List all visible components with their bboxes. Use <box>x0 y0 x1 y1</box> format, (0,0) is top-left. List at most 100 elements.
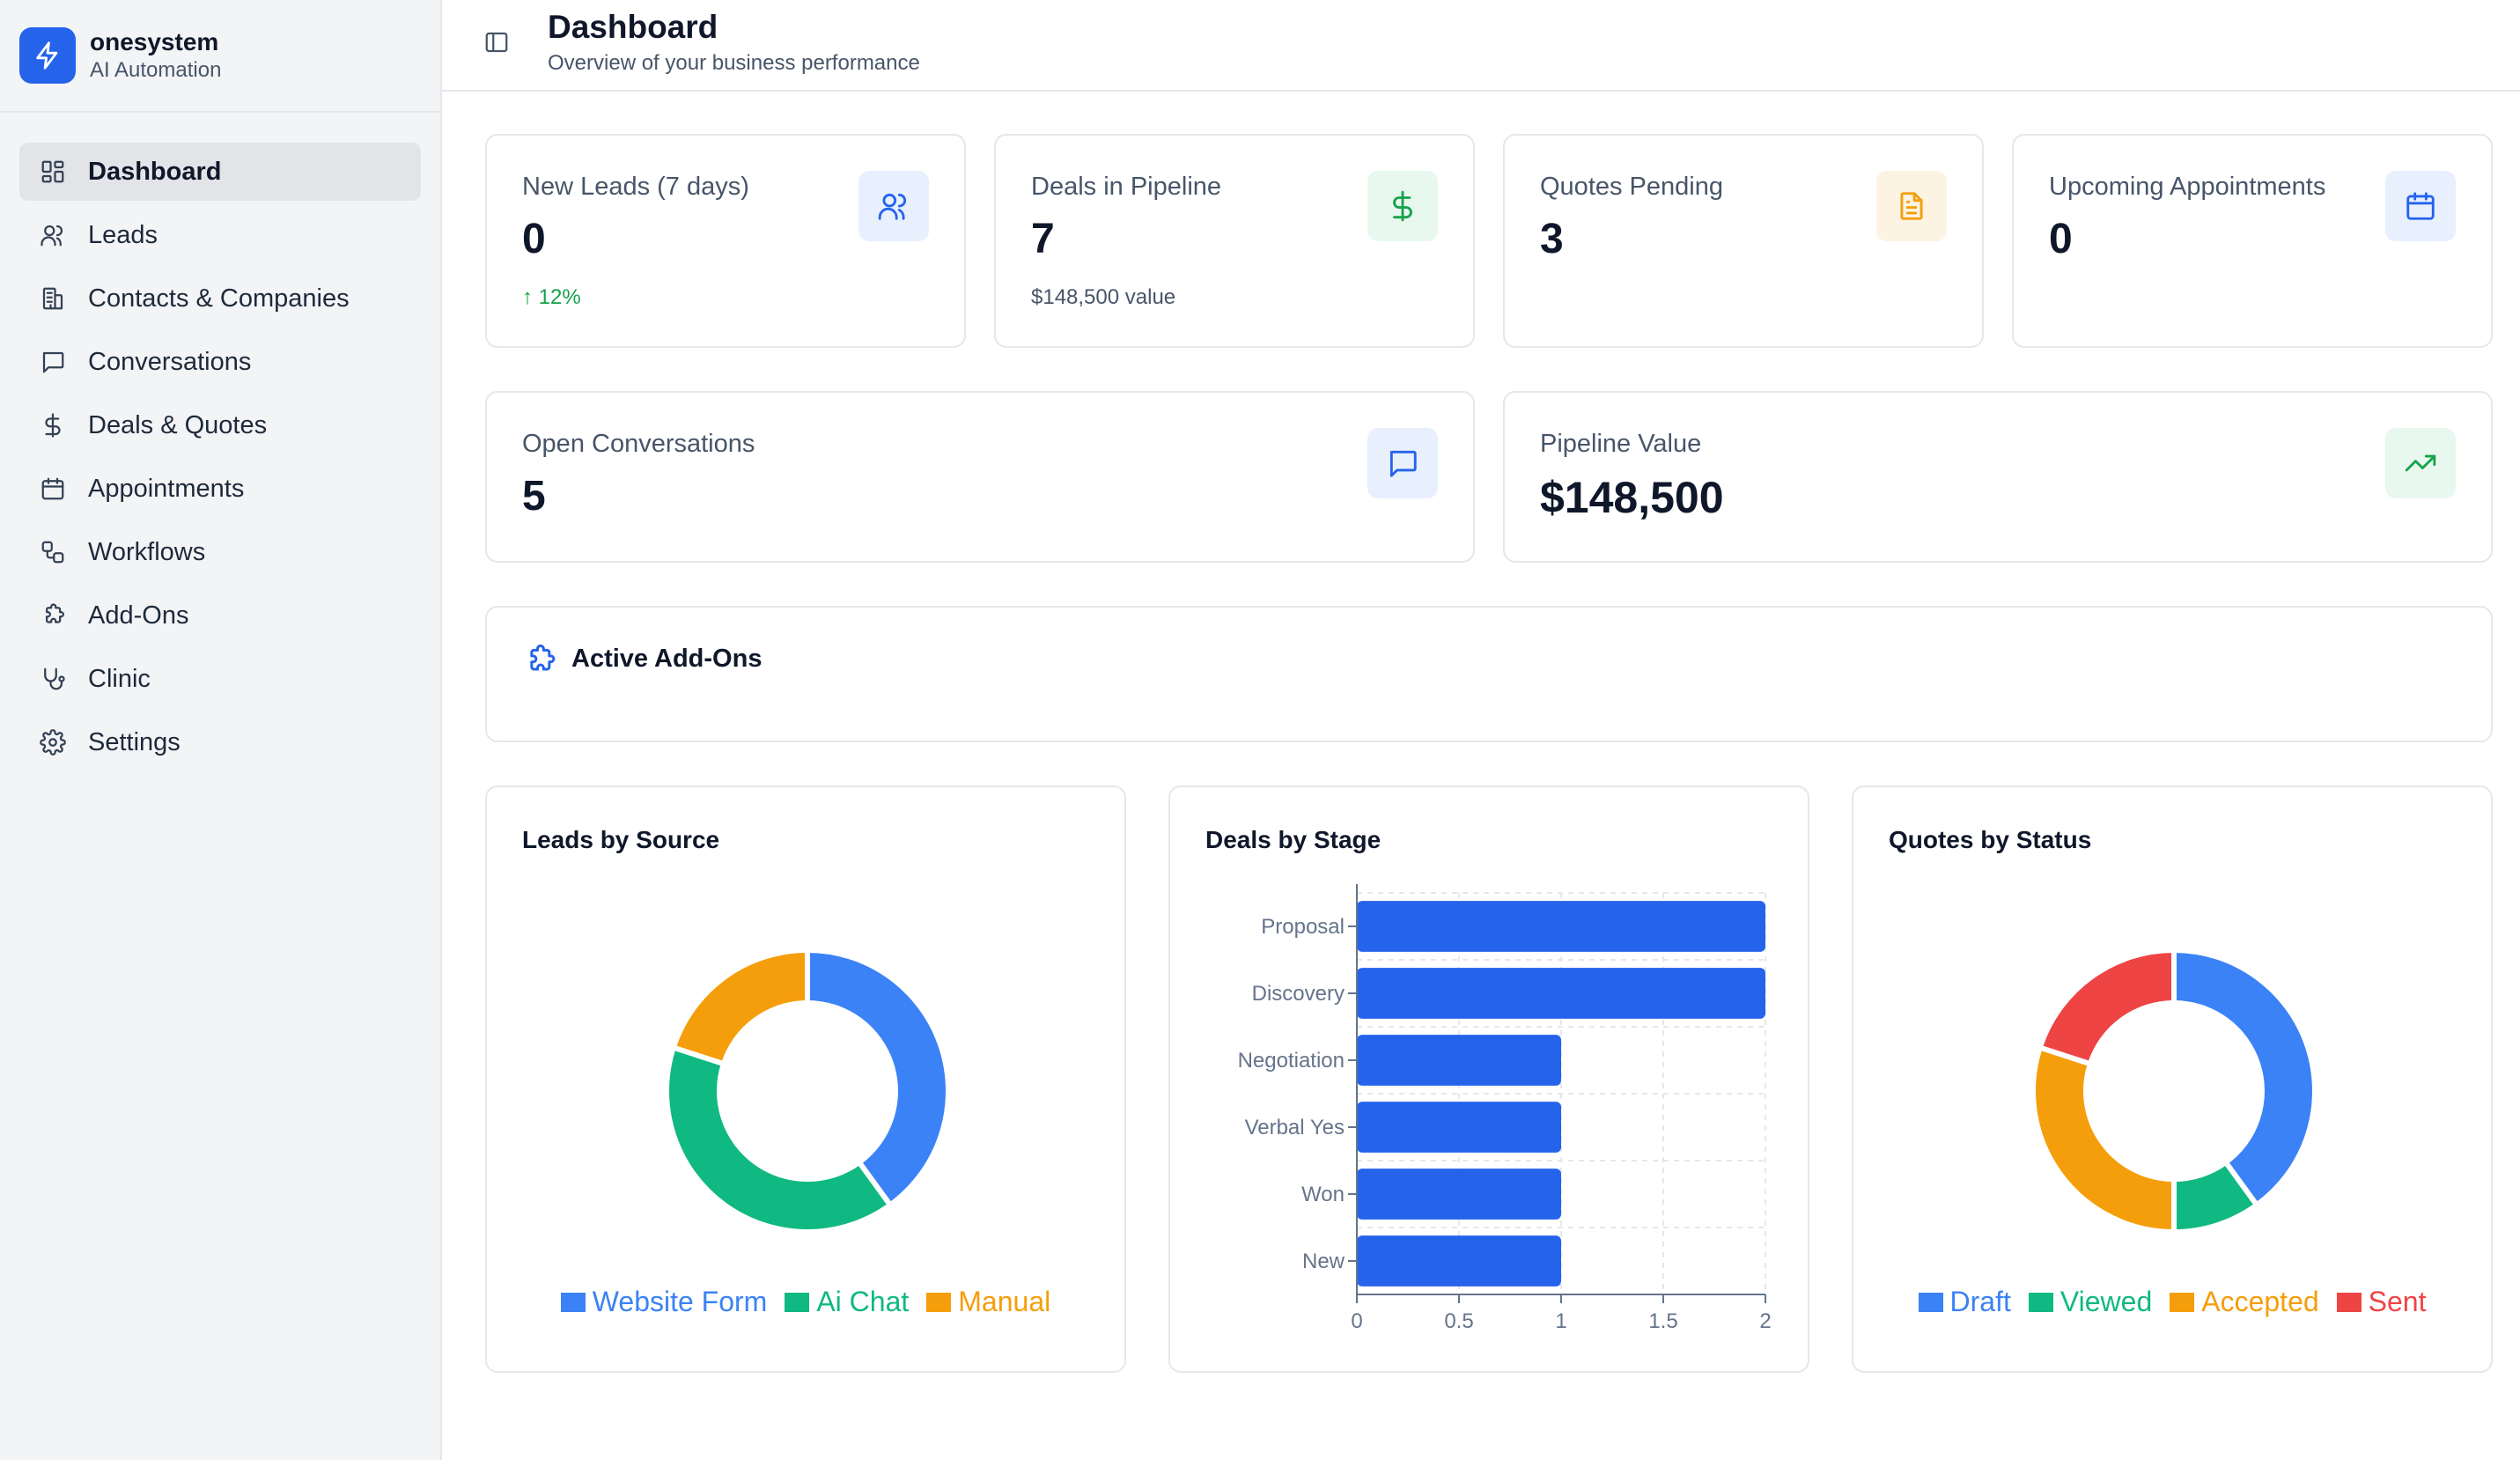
legend-item[interactable]: Accepted <box>2170 1286 2319 1318</box>
y-tick-label: Discovery <box>1252 982 1345 1006</box>
legend-item[interactable]: Ai Chat <box>785 1286 909 1318</box>
stat-card-deals[interactable]: Deals in Pipeline 7 $148,500 value <box>994 134 1475 348</box>
y-tick-label: Verbal Yes <box>1245 1116 1345 1139</box>
stat-label: Deals in Pipeline <box>1031 173 1222 201</box>
legend-swatch <box>2336 1292 2362 1312</box>
x-tick-label: 1.5 <box>1648 1309 1677 1333</box>
stat-card-new-leads[interactable]: New Leads (7 days) 0 ↑ 12% <box>485 134 966 348</box>
y-tick-label: New <box>1302 1250 1345 1273</box>
sidebar-item-label: Leads <box>88 220 158 249</box>
stat-label: New Leads (7 days) <box>522 173 749 201</box>
donut-slice-ai-chat[interactable] <box>664 1043 895 1235</box>
donut-slice-sent[interactable] <box>2037 947 2177 1067</box>
trending-up-icon <box>2385 428 2456 498</box>
legend-label: Website Form <box>592 1286 768 1317</box>
x-tick-label: 0.5 <box>1444 1309 1473 1333</box>
brand-subtitle: AI Automation <box>90 58 222 82</box>
workflow-icon <box>39 538 67 566</box>
sidebar-nav: Dashboard Leads Contacts & Companies Conver… <box>0 113 440 771</box>
legend-item[interactable]: Sent <box>2336 1286 2427 1318</box>
users-icon <box>39 221 67 249</box>
legend-swatch <box>926 1292 952 1312</box>
donut-slice-manual[interactable] <box>670 947 810 1067</box>
donut-slice-website-form[interactable] <box>805 947 951 1209</box>
legend-label: Viewed <box>2059 1286 2153 1317</box>
sidebar-item-label: Dashboard <box>88 157 222 186</box>
legend-swatch <box>1918 1292 1943 1312</box>
stat-card-conversations[interactable]: Open Conversations 5 <box>485 391 1475 563</box>
legend-label: Sent <box>2368 1286 2427 1317</box>
legend-label: Accepted <box>2201 1286 2319 1317</box>
donut-slice-draft[interactable] <box>2171 947 2317 1209</box>
legend-item[interactable]: Draft <box>1918 1286 2011 1318</box>
y-tick-label: Negotiation <box>1238 1049 1345 1073</box>
sidebar-item-label: Add-Ons <box>88 601 189 630</box>
dashboard-icon <box>39 158 67 186</box>
y-tick-label: Proposal <box>1261 915 1345 939</box>
stat-label: Upcoming Appointments <box>2049 173 2326 201</box>
puzzle-icon <box>522 643 557 678</box>
sidebar-item-label: Workflows <box>88 537 206 566</box>
legend-label: Manual <box>958 1286 1051 1317</box>
quotes-by-status-card: Quotes by Status Draft Viewed Accepted Sent <box>1852 785 2493 1373</box>
sidebar-item-clinic[interactable]: Clinic <box>19 650 421 708</box>
donut-slice-accepted[interactable] <box>2030 1043 2177 1235</box>
stat-value: 0 <box>2049 216 2073 262</box>
brand-name: onesystem <box>90 28 219 55</box>
sidebar-item-workflows[interactable]: Workflows <box>19 523 421 581</box>
legend-swatch <box>560 1292 586 1312</box>
brand: onesystem AI Automation <box>0 0 440 113</box>
puzzle-icon <box>39 601 67 630</box>
bar-proposal[interactable] <box>1357 901 1765 952</box>
sidebar-item-deals-quotes[interactable]: Deals & Quotes <box>19 396 421 454</box>
sidebar-item-conversations[interactable]: Conversations <box>19 333 421 391</box>
chart-title: Leads by Source <box>522 826 720 853</box>
bar-negotiation[interactable] <box>1357 1035 1561 1086</box>
stat-note: $148,500 value <box>1031 285 1176 309</box>
legend-swatch <box>2170 1292 2195 1312</box>
stat-card-appointments[interactable]: Upcoming Appointments 0 <box>2012 134 2493 348</box>
sidebar-item-label: Clinic <box>88 664 151 693</box>
bar-verbal-yes[interactable] <box>1357 1102 1561 1153</box>
sidebar-item-label: Settings <box>88 727 181 756</box>
calendar-icon <box>2385 171 2456 241</box>
gear-icon <box>39 728 67 756</box>
stat-label: Quotes Pending <box>1540 173 1723 201</box>
sidebar-toggle-icon[interactable] <box>477 25 516 60</box>
sidebar-item-label: Appointments <box>88 474 245 503</box>
deals-by-stage-chart: 0 0.5 1 1.5 2 Proposal Discovery Negotiation Ver… <box>1238 884 1772 1333</box>
stat-card-pipeline-value[interactable]: Pipeline Value $148,500 <box>1503 391 2493 563</box>
bar-won[interactable] <box>1357 1169 1561 1220</box>
sidebar-item-appointments[interactable]: Appointments <box>19 460 421 518</box>
sidebar-item-contacts-companies[interactable]: Contacts & Companies <box>19 269 421 328</box>
dollar-icon <box>39 411 67 439</box>
stat-value: 7 <box>1031 216 1055 262</box>
stat-label: Pipeline Value <box>1540 430 1702 458</box>
bar-new[interactable] <box>1357 1235 1561 1287</box>
leads-by-source-card: Leads by Source Website Form Ai Chat Manua… <box>485 785 1126 1373</box>
sidebar-item-add-ons[interactable]: Add-Ons <box>19 586 421 645</box>
stat-value: $148,500 <box>1540 473 1724 522</box>
quotes-by-status-chart <box>2030 947 2317 1235</box>
bar-discovery[interactable] <box>1357 968 1765 1019</box>
lightning-icon <box>19 27 76 84</box>
sidebar-item-settings[interactable]: Settings <box>19 713 421 771</box>
legend-item[interactable]: Website Form <box>560 1286 768 1318</box>
message-icon <box>39 348 67 376</box>
building-icon <box>39 284 67 313</box>
x-tick-label: 0 <box>1351 1309 1362 1333</box>
legend-label: Draft <box>1949 1286 2011 1317</box>
stat-card-quotes[interactable]: Quotes Pending 3 <box>1503 134 1984 348</box>
page-title: Dashboard <box>548 9 718 45</box>
chart-legend: Website Form Ai Chat Manual <box>487 1286 1124 1318</box>
legend-item[interactable]: Viewed <box>2028 1286 2153 1318</box>
sidebar-item-dashboard[interactable]: Dashboard <box>19 143 421 201</box>
stat-trend: ↑ 12% <box>522 285 581 309</box>
addons-title: Active Add-Ons <box>571 645 763 673</box>
legend-item[interactable]: Manual <box>926 1286 1050 1318</box>
chart-legend: Draft Viewed Accepted Sent <box>1853 1286 2491 1318</box>
sidebar-item-leads[interactable]: Leads <box>19 206 421 264</box>
page-subtitle: Overview of your business performance <box>548 51 920 75</box>
calendar-icon <box>39 475 67 503</box>
sidebar-item-label: Conversations <box>88 347 252 376</box>
